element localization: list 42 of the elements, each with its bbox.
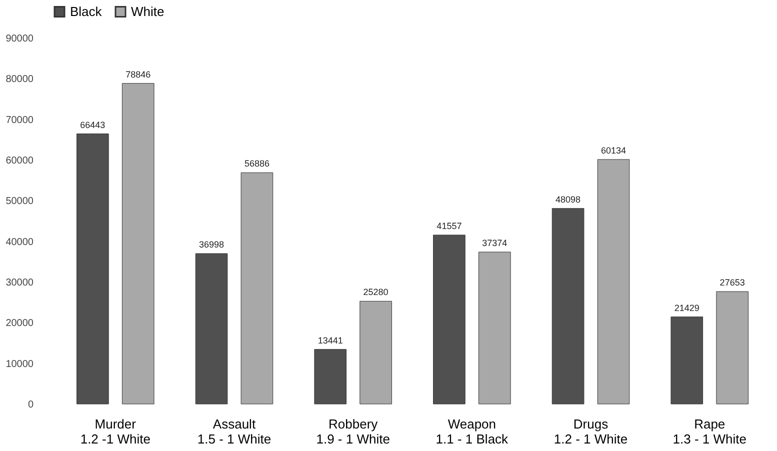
data-label: 66443 — [80, 120, 106, 130]
data-label: 56886 — [244, 158, 270, 169]
data-label: 27653 — [720, 278, 745, 288]
x-tick-label: Assault 1.5 - 1 White — [197, 416, 272, 446]
y-tick-label: 90000 — [6, 34, 34, 44]
bar — [433, 234, 466, 404]
y-tick-label: 60000 — [6, 156, 34, 166]
y-tick-label: 80000 — [6, 74, 34, 86]
x-tick-label: Drugs 1.2 - 1 White — [554, 416, 628, 446]
y-tick-label: 20000 — [6, 318, 34, 330]
data-label: 37374 — [482, 238, 508, 248]
bar — [552, 208, 584, 404]
bar — [597, 159, 630, 404]
data-label: 78846 — [126, 69, 151, 80]
data-label: 60134 — [600, 145, 626, 156]
bar — [122, 83, 154, 404]
y-tick-label: 0 — [28, 400, 34, 410]
bar — [240, 172, 274, 404]
y-tick-label: 40000 — [6, 236, 34, 248]
x-tick-label: Weapon 1.1 - 1 Black — [436, 416, 509, 446]
x-tick-label: Rape 1.3 - 1 White — [672, 416, 746, 446]
bar — [76, 134, 109, 404]
data-label: 25280 — [363, 287, 388, 298]
data-label: 36998 — [199, 240, 224, 250]
data-label: 21429 — [674, 302, 700, 313]
bar — [314, 349, 347, 404]
data-label: 48098 — [556, 194, 581, 204]
data-label: 41557 — [436, 221, 462, 231]
bar — [360, 300, 392, 404]
y-tick-label: 30000 — [6, 278, 34, 288]
bar — [670, 316, 704, 404]
bar — [478, 252, 511, 404]
bar — [195, 253, 228, 404]
legend-label: White — [131, 4, 164, 19]
y-tick-label: 70000 — [6, 114, 34, 126]
x-tick-label: Murder 1.2 -1 White — [80, 416, 150, 446]
y-tick-label: 50000 — [6, 196, 34, 208]
data-label: 13441 — [318, 335, 343, 346]
y-tick-label: 10000 — [6, 358, 34, 370]
x-tick-label: Robbery 1.9 - 1 White — [316, 416, 390, 446]
bar — [716, 291, 748, 404]
legend-label: Black — [70, 4, 102, 19]
